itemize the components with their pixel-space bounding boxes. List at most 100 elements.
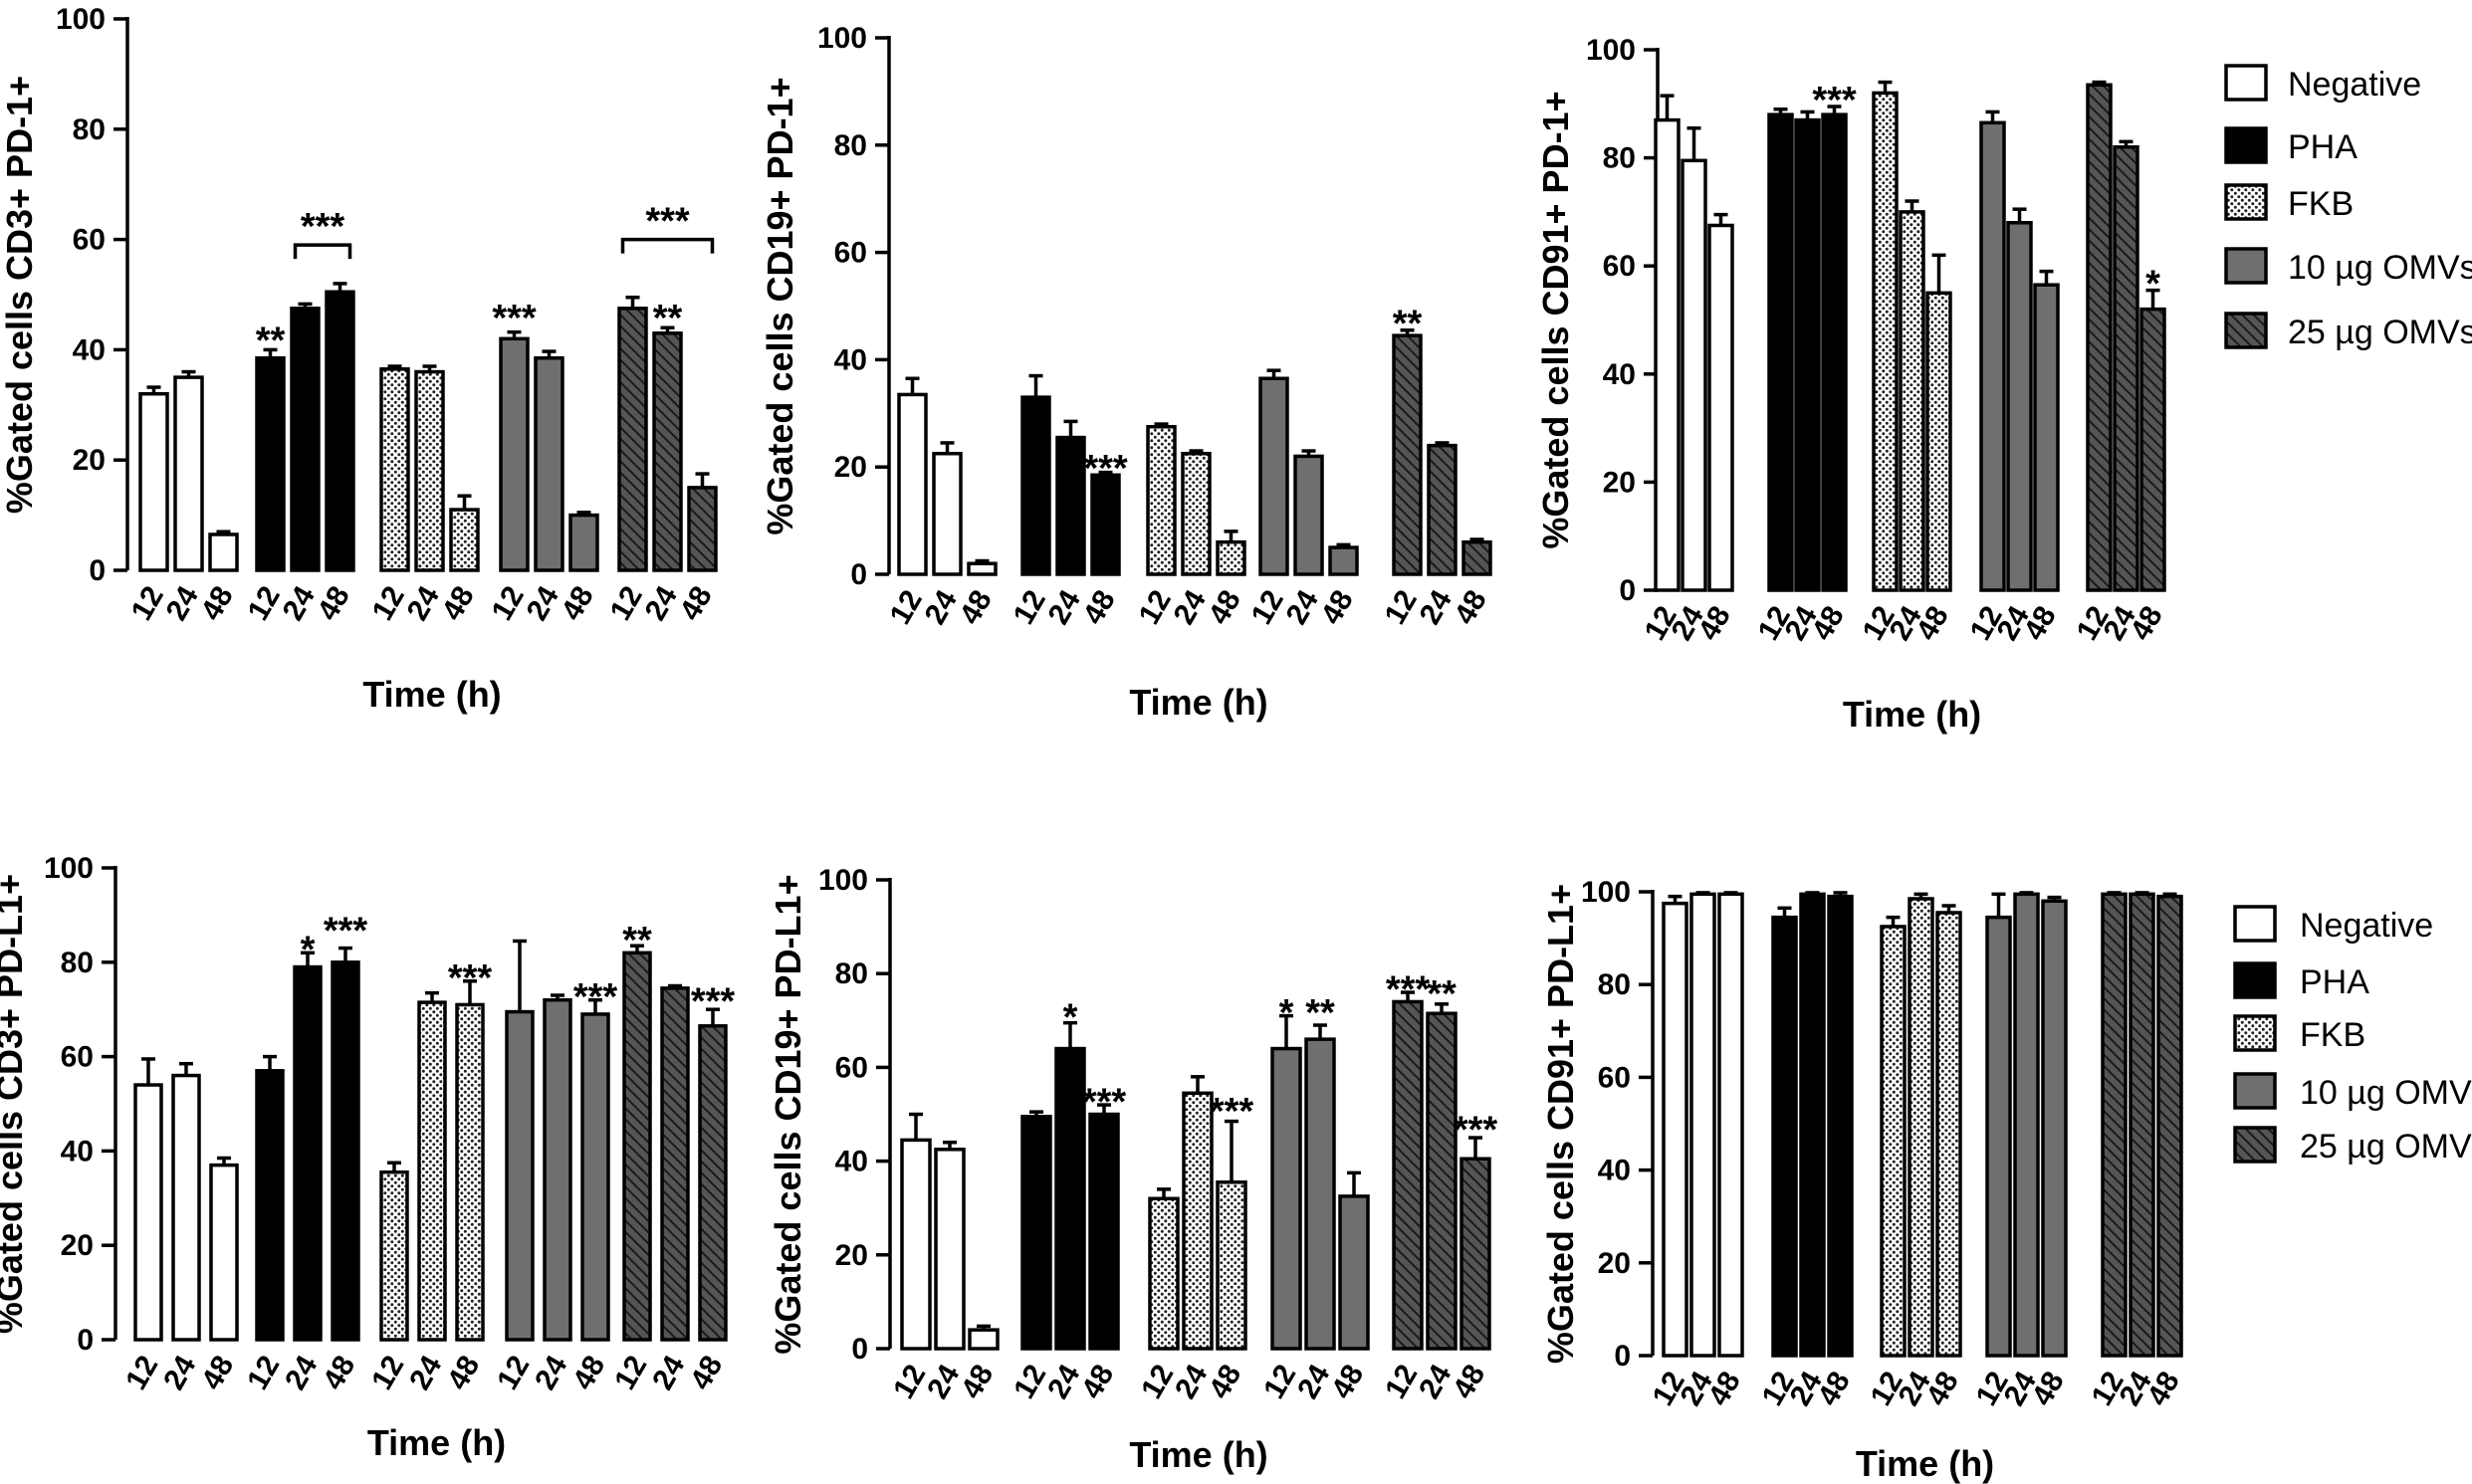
bar xyxy=(1908,897,1934,1358)
y-tick-label: 40 xyxy=(73,333,106,366)
x-category-label: 48 xyxy=(195,1351,240,1395)
x-category-label: 12 xyxy=(608,1351,653,1395)
significance-bracket xyxy=(620,237,715,254)
bar xyxy=(1821,112,1848,592)
bar xyxy=(417,1000,447,1342)
y-tick-label: 80 xyxy=(835,957,868,990)
significance-label: * xyxy=(2145,263,2160,305)
y-axis-title: %Gated cells CD19+ PD-1+ xyxy=(760,77,800,534)
bar xyxy=(934,1148,966,1351)
bar xyxy=(652,331,683,572)
y-tick-label: 60 xyxy=(835,1051,868,1084)
x-category-label: 48 xyxy=(1315,585,1360,630)
x-category-label: 48 xyxy=(674,581,719,626)
y-axis-title: %Gated cells CD3+ PD-L1+ xyxy=(0,874,30,1334)
x-category-label: 48 xyxy=(1203,1360,1247,1404)
legend2-swatch-25ug-omvs xyxy=(2233,1126,2277,1164)
bar xyxy=(622,951,652,1342)
significance-label: *** xyxy=(1386,968,1431,1010)
bar xyxy=(1662,901,1688,1358)
bar xyxy=(1872,91,1899,592)
x-category-label: 48 xyxy=(1077,585,1122,630)
y-tick-label: 100 xyxy=(56,3,106,36)
x-category-label: 48 xyxy=(1325,1360,1370,1404)
bar xyxy=(1880,925,1907,1358)
y-tick-label: 20 xyxy=(835,1239,868,1272)
bar xyxy=(2006,221,2033,592)
bar xyxy=(2156,894,2183,1358)
significance-label: ** xyxy=(1427,973,1457,1015)
y-axis-title: %Gated cells CD19+ PD-L1+ xyxy=(768,874,808,1354)
significance-label: ** xyxy=(622,920,652,961)
bar xyxy=(1925,291,1952,592)
bar xyxy=(1689,892,1716,1358)
bar xyxy=(379,367,410,572)
x-category-label: 48 xyxy=(2026,1367,2071,1411)
y-tick-label: 0 xyxy=(1614,1340,1631,1373)
x-category-label: 48 xyxy=(1203,585,1247,630)
x-axis-title: Time (h) xyxy=(1129,1434,1267,1475)
bar xyxy=(897,392,928,576)
x-category-label: 24 xyxy=(279,1350,324,1395)
legend-swatch-pha xyxy=(2224,126,2268,164)
y-tick-label: 80 xyxy=(1603,142,1636,175)
bar xyxy=(617,307,648,572)
bar xyxy=(1090,473,1121,576)
y-tick-label: 100 xyxy=(1586,34,1636,67)
significance-label: * xyxy=(1063,997,1078,1039)
x-category-label: 48 xyxy=(317,1351,361,1395)
bar xyxy=(499,336,530,572)
x-axis-title: Time (h) xyxy=(1129,682,1267,723)
legend2-swatch-fkb xyxy=(2233,1014,2277,1052)
x-axis-title: Time (h) xyxy=(362,674,501,715)
legend-entry-25ug-omvs: 25 µg OMVs xyxy=(2224,312,2472,351)
y-tick-label: 80 xyxy=(73,113,106,146)
bar xyxy=(1392,999,1424,1351)
x-category-label: 48 xyxy=(954,585,999,630)
legend-entry-fkb: FKB xyxy=(2224,183,2354,223)
x-category-label: 48 xyxy=(2141,1367,2186,1411)
x-category-label: 48 xyxy=(566,1351,611,1395)
x-category-label: 12 xyxy=(491,1351,536,1395)
x-category-label: 48 xyxy=(312,581,356,626)
bar xyxy=(1270,1046,1302,1351)
y-tick-label: 40 xyxy=(1603,358,1636,391)
x-category-label: 12 xyxy=(365,1351,410,1395)
legend-entry-10ug-omvs: 10 µg OMVs xyxy=(2224,247,2472,287)
significance-label: ** xyxy=(256,319,286,361)
bar xyxy=(2033,283,2060,592)
x-category-label: 48 xyxy=(195,581,240,626)
legend-swatch-fkb xyxy=(2224,183,2268,221)
legend-entry-negative: Negative xyxy=(2224,64,2421,104)
bar xyxy=(290,307,321,572)
x-category-label: 48 xyxy=(1920,1367,1965,1411)
legend2-swatch-negative xyxy=(2233,905,2277,943)
x-category-label: 48 xyxy=(1075,1360,1120,1404)
x-category-label: 12 xyxy=(241,1351,286,1395)
bar xyxy=(2101,892,2128,1358)
x-category-label: 24 xyxy=(646,1350,691,1395)
bar xyxy=(1799,892,1826,1358)
bar xyxy=(138,391,169,572)
bar xyxy=(698,1024,728,1342)
bar xyxy=(1293,454,1324,576)
legend2-swatch-pha xyxy=(2233,961,2277,999)
y-tick-label: 0 xyxy=(1619,574,1636,607)
legend2-label-fkb: FKB xyxy=(2300,1016,2365,1054)
bar xyxy=(1148,1196,1180,1351)
y-tick-label: 100 xyxy=(44,852,94,885)
x-category-label: 48 xyxy=(1692,601,1737,646)
x-category-label: 48 xyxy=(1447,1360,1491,1404)
y-tick-label: 100 xyxy=(817,22,867,55)
significance-label: *** xyxy=(691,981,736,1023)
legend2-label-negative: Negative xyxy=(2300,907,2433,945)
bar xyxy=(2041,899,2068,1358)
bar xyxy=(1020,395,1051,576)
y-axis-title: %Gated cells CD91+ PD-1+ xyxy=(1535,91,1576,548)
x-category-label: 24 xyxy=(403,1350,448,1395)
bar xyxy=(1460,1157,1491,1351)
x-axis-title: Time (h) xyxy=(1856,1443,1994,1484)
legend-label-negative: Negative xyxy=(2288,66,2421,104)
bar xyxy=(1258,376,1289,576)
